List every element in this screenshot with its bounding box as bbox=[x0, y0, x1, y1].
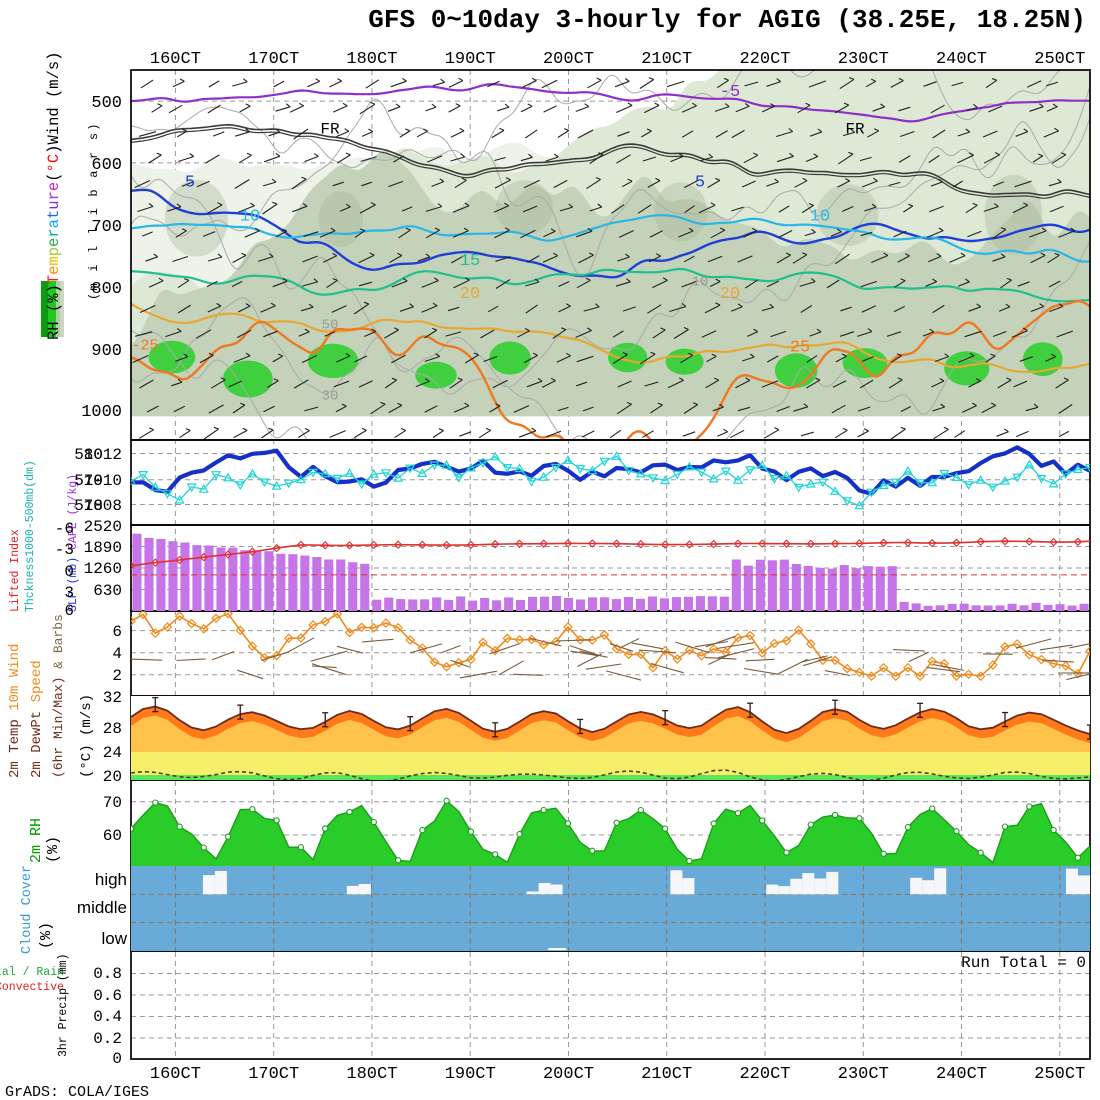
svg-text:10: 10 bbox=[240, 208, 260, 227]
svg-text:1008: 1008 bbox=[84, 497, 122, 515]
svg-text:0.6: 0.6 bbox=[93, 987, 122, 1005]
svg-text:1000: 1000 bbox=[81, 403, 122, 422]
svg-text:160CT: 160CT bbox=[150, 1065, 201, 1084]
svg-text:-5: -5 bbox=[720, 83, 740, 102]
svg-text:middle: middle bbox=[77, 898, 127, 917]
svg-text:2m RH: 2m RH bbox=[28, 818, 45, 863]
svg-text:32: 32 bbox=[103, 689, 122, 707]
svg-text:70: 70 bbox=[103, 794, 122, 812]
svg-text:tal / Rain: tal / Rain bbox=[0, 966, 64, 979]
svg-text:250CT: 250CT bbox=[1034, 1065, 1085, 1084]
svg-text:190CT: 190CT bbox=[445, 1065, 496, 1084]
svg-text:160CT: 160CT bbox=[150, 50, 201, 69]
svg-text:30: 30 bbox=[322, 388, 339, 404]
svg-text:(m i l l i b a r s): (m i l l i b a r s) bbox=[87, 121, 101, 300]
svg-text:20: 20 bbox=[720, 285, 740, 304]
svg-text:700: 700 bbox=[91, 218, 122, 237]
svg-text:0.4: 0.4 bbox=[93, 1008, 122, 1026]
svg-text:(%): (%) bbox=[45, 836, 62, 863]
svg-text:6: 6 bbox=[112, 623, 122, 641]
svg-text:900: 900 bbox=[91, 342, 122, 361]
svg-text:170CT: 170CT bbox=[248, 1065, 299, 1084]
svg-text:250CT: 250CT bbox=[1034, 50, 1085, 69]
svg-text:RH (%)Temperature(°C)Wind (m/s: RH (%)Temperature(°C)Wind (m/s) bbox=[45, 52, 63, 341]
svg-text:1012: 1012 bbox=[84, 446, 122, 464]
svg-text:240CT: 240CT bbox=[936, 1065, 987, 1084]
svg-text:240CT: 240CT bbox=[936, 50, 987, 69]
svg-text:Convective: Convective bbox=[0, 981, 64, 994]
svg-text:10: 10 bbox=[692, 274, 709, 290]
svg-text:190CT: 190CT bbox=[445, 50, 496, 69]
svg-text:3hr Precip (mm): 3hr Precip (mm) bbox=[57, 953, 70, 1057]
svg-text:2: 2 bbox=[112, 667, 122, 685]
svg-text:2520: 2520 bbox=[84, 518, 122, 536]
svg-text:3: 3 bbox=[64, 584, 74, 602]
svg-text:0: 0 bbox=[112, 1050, 122, 1068]
svg-text:20: 20 bbox=[103, 768, 122, 786]
svg-text:630: 630 bbox=[93, 582, 122, 600]
svg-text:high: high bbox=[95, 870, 127, 889]
svg-text:60: 60 bbox=[103, 827, 122, 845]
svg-text:Thckness1000-500mb(dm): Thckness1000-500mb(dm) bbox=[24, 460, 37, 612]
svg-text:1260: 1260 bbox=[84, 560, 122, 578]
svg-text:-3: -3 bbox=[55, 541, 74, 559]
svg-text:800: 800 bbox=[91, 280, 122, 299]
svg-text:2m DewPt Speed: 2m DewPt Speed bbox=[29, 660, 45, 778]
svg-text:230CT: 230CT bbox=[838, 50, 889, 69]
svg-text:FR: FR bbox=[320, 120, 340, 138]
svg-text:200CT: 200CT bbox=[543, 1065, 594, 1084]
svg-text:Lifted Index: Lifted Index bbox=[9, 529, 22, 612]
svg-text:200CT: 200CT bbox=[543, 50, 594, 69]
svg-text:210CT: 210CT bbox=[641, 50, 692, 69]
svg-text:GFS 0~10day 3-hourly for AGIG: GFS 0~10day 3-hourly for AGIG (38.25E, 1… bbox=[368, 5, 1086, 35]
svg-text:10: 10 bbox=[810, 208, 830, 227]
svg-text:0.8: 0.8 bbox=[93, 965, 122, 983]
svg-text:1890: 1890 bbox=[84, 539, 122, 557]
svg-text:15: 15 bbox=[460, 252, 480, 271]
svg-text:220CT: 220CT bbox=[739, 1065, 790, 1084]
svg-text:170CT: 170CT bbox=[248, 50, 299, 69]
svg-text:180CT: 180CT bbox=[346, 50, 397, 69]
svg-text:6: 6 bbox=[64, 602, 74, 620]
svg-text:5: 5 bbox=[185, 174, 195, 193]
svg-text:210CT: 210CT bbox=[641, 1065, 692, 1084]
svg-text:50: 50 bbox=[322, 318, 339, 334]
svg-text:-25: -25 bbox=[131, 338, 158, 355]
svg-text:28: 28 bbox=[103, 720, 122, 738]
svg-text:(°C) (m/s): (°C) (m/s) bbox=[79, 694, 95, 778]
svg-text:GrADS: COLA/IGES: GrADS: COLA/IGES bbox=[5, 1084, 149, 1100]
svg-text:Cloud Cover: Cloud Cover bbox=[20, 865, 35, 954]
svg-text:-6: -6 bbox=[55, 520, 74, 538]
svg-text:2m Temp 10m Wind: 2m Temp 10m Wind bbox=[7, 644, 23, 778]
svg-text:5: 5 bbox=[695, 174, 705, 193]
svg-text:Run Total = 0: Run Total = 0 bbox=[961, 954, 1086, 972]
svg-text:1010: 1010 bbox=[84, 472, 122, 490]
svg-text:220CT: 220CT bbox=[739, 50, 790, 69]
svg-text:230CT: 230CT bbox=[838, 1065, 889, 1084]
svg-text:(6hr Min/Max) & Barbs: (6hr Min/Max) & Barbs bbox=[51, 614, 66, 778]
svg-text:24: 24 bbox=[103, 744, 122, 762]
svg-text:600: 600 bbox=[91, 156, 122, 175]
svg-text:500: 500 bbox=[91, 94, 122, 113]
svg-text:20: 20 bbox=[460, 285, 480, 304]
svg-text:25: 25 bbox=[790, 338, 810, 357]
svg-text:(%): (%) bbox=[38, 922, 55, 949]
svg-text:180CT: 180CT bbox=[346, 1065, 397, 1084]
svg-text:0.2: 0.2 bbox=[93, 1030, 122, 1048]
svg-text:0: 0 bbox=[64, 563, 74, 581]
svg-text:low: low bbox=[101, 929, 127, 948]
svg-text:FR: FR bbox=[845, 120, 865, 138]
svg-text:4: 4 bbox=[112, 645, 122, 663]
